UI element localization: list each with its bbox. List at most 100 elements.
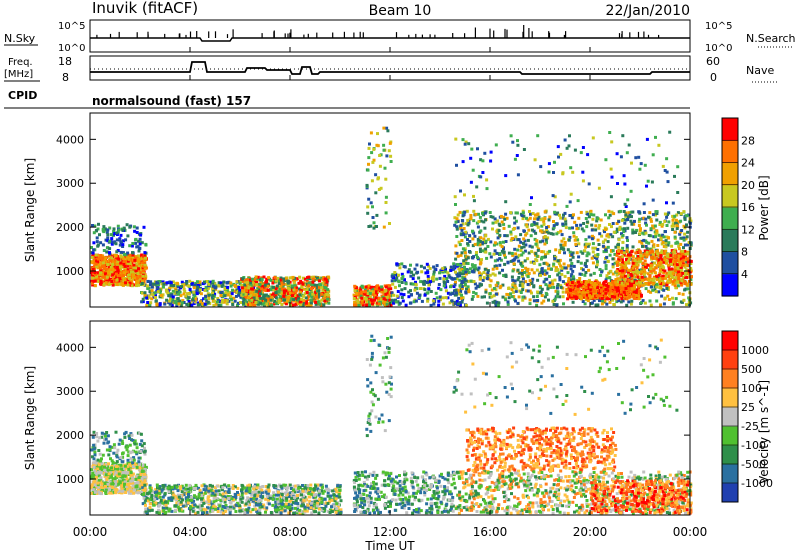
heatmap-cell bbox=[327, 295, 331, 299]
heatmap-cell bbox=[648, 211, 652, 215]
heatmap-cell bbox=[446, 296, 450, 300]
heatmap-cell bbox=[546, 225, 550, 229]
heatmap-cell bbox=[366, 288, 370, 292]
heatmap-cell bbox=[249, 296, 253, 300]
heatmap-cell bbox=[234, 285, 238, 289]
heatmap-cell bbox=[177, 302, 181, 306]
heatmap-cell bbox=[615, 300, 619, 304]
heatmap-cell bbox=[529, 282, 533, 285]
heatmap-cell bbox=[663, 212, 667, 216]
heatmap-cell bbox=[560, 233, 564, 237]
heatmap-cell bbox=[401, 299, 405, 303]
heatmap-cell bbox=[480, 295, 484, 299]
heatmap-cell bbox=[558, 250, 561, 254]
heatmap-cell bbox=[317, 285, 321, 289]
heatmap-cell bbox=[158, 288, 162, 292]
heatmap-cell bbox=[146, 286, 150, 290]
heatmap-cell bbox=[497, 229, 501, 233]
heatmap-cell bbox=[496, 303, 500, 307]
heatmap-cell bbox=[429, 280, 432, 284]
heatmap-cell bbox=[122, 239, 125, 243]
heatmap-cell bbox=[471, 256, 475, 260]
heatmap-cell bbox=[387, 294, 391, 298]
heatmap-cell bbox=[569, 258, 573, 262]
heatmap-cell bbox=[145, 284, 149, 288]
heatmap-cell bbox=[493, 249, 497, 253]
heatmap-cell bbox=[425, 291, 429, 295]
heatmap-cell bbox=[658, 223, 662, 226]
heatmap-cell bbox=[685, 303, 688, 307]
heatmap-cell bbox=[630, 215, 633, 219]
heatmap-cell bbox=[320, 292, 324, 296]
heatmap-cell bbox=[431, 299, 435, 303]
heatmap-cell bbox=[104, 264, 108, 267]
heatmap-cell bbox=[561, 290, 565, 294]
heatmap-cell bbox=[299, 289, 303, 293]
heatmap-cell bbox=[443, 266, 447, 270]
heatmap-cell bbox=[139, 233, 143, 237]
heatmap-cell bbox=[665, 282, 669, 286]
heatmap-cell bbox=[545, 262, 549, 266]
heatmap-cell bbox=[651, 288, 655, 292]
heatmap-cell bbox=[507, 251, 511, 255]
noise-left-tick-top: 10^5 bbox=[58, 21, 85, 32]
heatmap-cell bbox=[579, 261, 583, 265]
heatmap-cell bbox=[113, 262, 117, 266]
heatmap-cell bbox=[253, 303, 257, 307]
heatmap-cell bbox=[517, 271, 521, 275]
heatmap-cell bbox=[311, 277, 315, 281]
heatmap-cell bbox=[449, 265, 453, 269]
heatmap-cell bbox=[423, 266, 426, 270]
heatmap-cell bbox=[107, 270, 111, 274]
heatmap-cell bbox=[316, 286, 320, 290]
heatmap-cell bbox=[198, 280, 202, 284]
heatmap-cell bbox=[259, 296, 263, 300]
heatmap-cell bbox=[478, 215, 482, 219]
heatmap-cell bbox=[501, 283, 505, 287]
heatmap-cell bbox=[492, 243, 496, 247]
heatmap-cell bbox=[392, 301, 396, 305]
heatmap-cell bbox=[249, 284, 253, 287]
heatmap-cell bbox=[102, 264, 106, 268]
heatmap-cell bbox=[214, 285, 218, 289]
heatmap-cell bbox=[503, 262, 507, 266]
heatmap-cell bbox=[96, 243, 100, 247]
heatmap-cell bbox=[571, 255, 575, 259]
heatmap-cell bbox=[528, 210, 531, 213]
heatmap-cell bbox=[598, 224, 602, 227]
heatmap-cell bbox=[583, 273, 587, 277]
heatmap-cell bbox=[280, 287, 284, 291]
heatmap-cell bbox=[544, 283, 548, 287]
heatmap-cell bbox=[653, 288, 657, 292]
heatmap-cell bbox=[578, 272, 582, 276]
heatmap-cell bbox=[586, 244, 590, 248]
heatmap-cell bbox=[121, 276, 125, 280]
heatmap-cell bbox=[156, 290, 160, 294]
heatmap-cell bbox=[511, 283, 515, 287]
heatmap-cell bbox=[621, 227, 625, 231]
heatmap-cell bbox=[481, 249, 485, 253]
heatmap-cell bbox=[624, 211, 628, 215]
heatmap-cell bbox=[118, 243, 122, 247]
heatmap-cell bbox=[310, 289, 314, 293]
heatmap-cell bbox=[275, 284, 279, 288]
heatmap-cell bbox=[638, 281, 642, 285]
heatmap-cell bbox=[573, 283, 577, 287]
heatmap-cell bbox=[192, 296, 195, 300]
heatmap-cell bbox=[627, 278, 631, 282]
heatmap-cell bbox=[388, 298, 392, 302]
heatmap-cell bbox=[465, 209, 469, 213]
heatmap-cell bbox=[546, 284, 550, 288]
heatmap-cell bbox=[457, 302, 460, 306]
heatmap-cell bbox=[567, 290, 571, 294]
heatmap-cell bbox=[514, 235, 518, 239]
heatmap-cell bbox=[599, 218, 603, 222]
heatmap-cell bbox=[127, 262, 131, 266]
heatmap-cell bbox=[468, 240, 472, 243]
heatmap-cell bbox=[144, 256, 147, 260]
heatmap-cell bbox=[128, 276, 131, 280]
heatmap-cell bbox=[553, 257, 557, 261]
heatmap-cell bbox=[514, 287, 518, 291]
heatmap-cell bbox=[242, 283, 246, 287]
heatmap-cell bbox=[92, 241, 96, 245]
